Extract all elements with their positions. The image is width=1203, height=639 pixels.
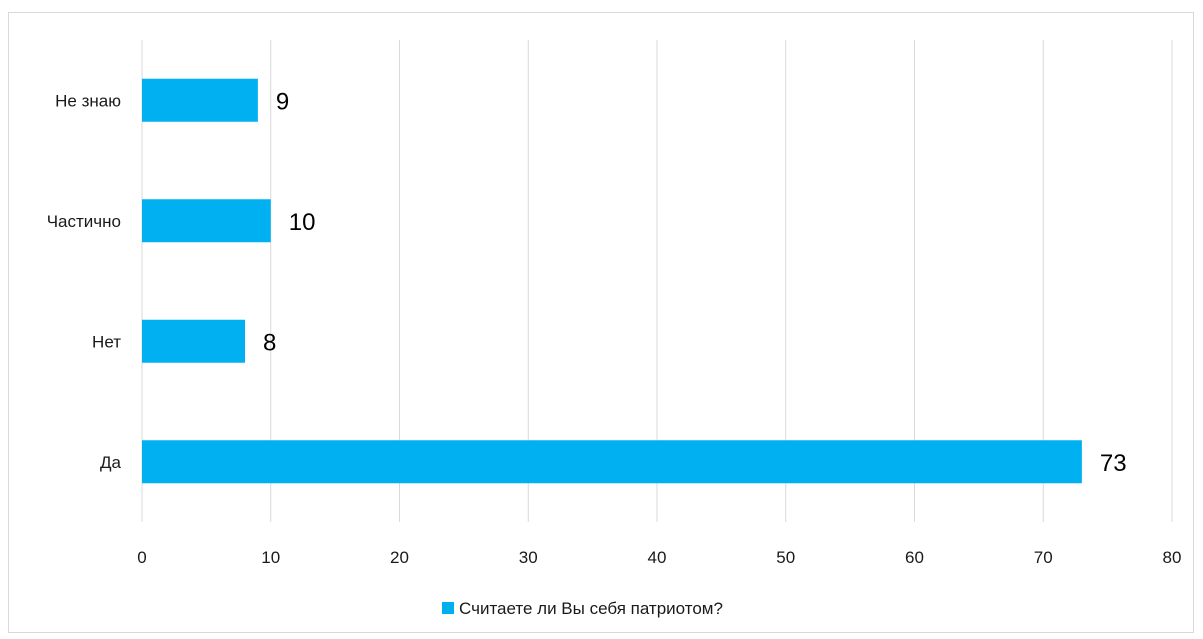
data-label: 8 xyxy=(263,329,276,356)
x-tick-label: 80 xyxy=(1163,548,1182,567)
category-axis: Да Нет Частично Не знаю xyxy=(47,91,122,472)
x-tick-label: 60 xyxy=(905,548,924,567)
data-label: 9 xyxy=(276,88,289,115)
data-labels: 73 8 10 9 xyxy=(263,88,1127,477)
data-label: 10 xyxy=(289,209,316,236)
category-label: Не знаю xyxy=(55,91,121,110)
data-label: 73 xyxy=(1100,450,1127,477)
bar xyxy=(142,78,258,122)
bar xyxy=(142,319,245,363)
x-tick-label: 70 xyxy=(1034,548,1053,567)
value-axis: 0 10 20 30 40 50 60 70 80 xyxy=(137,548,1181,567)
bars xyxy=(142,78,1082,484)
legend-label: Считаете ли Вы себя патриотом? xyxy=(459,599,723,618)
legend-swatch xyxy=(442,602,454,614)
category-label: Да xyxy=(100,453,122,472)
x-tick-label: 10 xyxy=(261,548,280,567)
x-tick-label: 0 xyxy=(137,548,146,567)
x-tick-label: 20 xyxy=(390,548,409,567)
legend: Считаете ли Вы себя патриотом? xyxy=(442,599,723,618)
category-label: Частично xyxy=(47,212,121,231)
bar xyxy=(142,440,1082,484)
category-label: Нет xyxy=(92,332,121,351)
x-tick-label: 50 xyxy=(776,548,795,567)
x-tick-label: 40 xyxy=(648,548,667,567)
x-tick-label: 30 xyxy=(519,548,538,567)
bar xyxy=(142,199,271,243)
